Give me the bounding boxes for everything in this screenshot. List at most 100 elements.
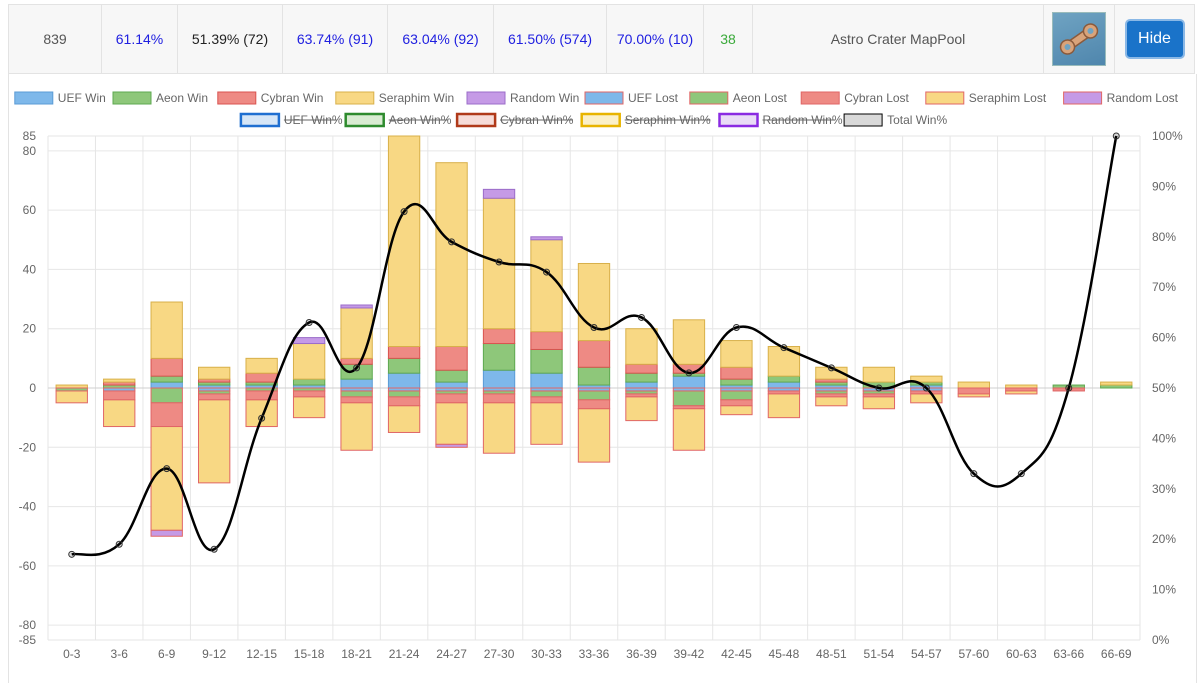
total-winrate-cell: 70.00% (10)	[606, 4, 704, 74]
bar-win-segment	[245, 372, 278, 383]
x-axis-tick-label: 15-18	[294, 647, 325, 661]
x-axis-tick-label: 60-63	[1006, 647, 1037, 661]
bar-win-segment	[720, 378, 753, 386]
y-axis-tick-label: -60	[19, 559, 37, 573]
bar-lost-segment	[387, 396, 421, 407]
bar-lost-segment	[150, 402, 183, 428]
map-thumbnail-cell	[1043, 4, 1115, 74]
x-axis-tick-label: 45-48	[769, 647, 800, 661]
y-axis-tick-label: 0	[29, 381, 36, 395]
games-count-cell: 839	[8, 4, 102, 74]
uef-winrate-cell: 61.14%	[101, 4, 178, 74]
bar-lost-segment	[435, 443, 468, 448]
bar-win-segment	[1100, 381, 1133, 386]
bar-lost-segment	[198, 393, 231, 401]
x-axis-tick-label: 9-12	[202, 647, 226, 661]
bar-win-segment	[387, 357, 421, 374]
hide-button[interactable]: Hide	[1124, 19, 1185, 59]
total-winpct-point	[780, 344, 788, 352]
y-axis-tick-label: -20	[19, 440, 37, 454]
legend-item-label: Seraphim Lost	[969, 91, 1047, 105]
legend-swatch	[925, 91, 965, 105]
y-axis-tick-label: 85	[23, 129, 37, 143]
legend-swatch	[580, 112, 621, 128]
x-axis-tick-label: 18-21	[341, 647, 372, 661]
random-winrate-cell: 61.50% (574)	[493, 4, 607, 74]
seraphim-winrate-cell: 63.04% (92)	[387, 4, 494, 74]
total-winpct-point	[1017, 470, 1025, 478]
bar-win-segment	[767, 381, 801, 389]
total-winpct-point	[543, 268, 551, 276]
bar-win-segment	[150, 301, 183, 359]
y-axis-tick-label: -85	[19, 633, 37, 647]
bar-lost-segment	[340, 396, 373, 404]
bar-win-segment	[387, 372, 421, 389]
map-thumbnail-icon[interactable]	[1052, 12, 1106, 66]
legend-item-label: Aeon Win	[156, 91, 208, 105]
y2-axis-tick-label: 70%	[1152, 280, 1176, 294]
bar-lost-segment	[577, 399, 611, 410]
bar-lost-segment	[435, 402, 468, 445]
legend-item-label: UEF Lost	[628, 91, 679, 105]
x-axis-tick-label: 0-3	[63, 647, 81, 661]
total-winpct-point	[732, 324, 740, 332]
x-axis-tick-label: 24-27	[436, 647, 467, 661]
bar-win-segment	[672, 319, 706, 365]
legend-swatch	[800, 91, 840, 105]
cybran-winrate-cell: 63.74% (91)	[282, 4, 388, 74]
bar-lost-segment	[530, 402, 563, 445]
bar-lost-segment	[1005, 390, 1038, 395]
y2-axis-tick-label: 20%	[1152, 532, 1176, 546]
y-axis-tick-label: 60	[23, 203, 37, 217]
y2-axis-tick-label: 80%	[1152, 230, 1176, 244]
bar-win-segment	[767, 375, 801, 383]
bar-win-segment	[482, 188, 516, 199]
legend-item-label: UEF Win	[58, 91, 106, 105]
bar-lost-segment	[720, 390, 753, 401]
bar-lost-segment	[530, 396, 563, 404]
bar-lost-segment	[150, 529, 183, 537]
bar-lost-segment	[387, 390, 421, 398]
bar-win-segment	[292, 378, 326, 386]
bar-lost-segment	[387, 405, 421, 433]
bar-lost-segment	[815, 396, 848, 407]
x-axis-tick-label: 63-66	[1053, 647, 1084, 661]
aeon-winrate-cell: 51.39% (72)	[177, 4, 283, 74]
bar-lost-segment	[103, 399, 136, 428]
bar-win-segment	[530, 236, 563, 241]
total-winpct-point	[637, 313, 645, 321]
y-axis-tick-label: -80	[19, 618, 37, 632]
total-winpct-point	[922, 384, 930, 392]
bar-lost-segment	[767, 393, 801, 419]
x-axis-tick-label: 27-30	[484, 647, 515, 661]
bar-lost-segment	[482, 393, 516, 404]
bar-lost-segment	[482, 402, 516, 454]
bar-win-segment	[435, 345, 468, 371]
total-winpct-point	[685, 369, 693, 377]
bar-win-segment	[198, 366, 231, 380]
x-axis-tick-label: 51-54	[864, 647, 895, 661]
bar-win-segment	[150, 375, 183, 383]
total-winpct-point	[448, 238, 456, 246]
y-axis-tick-label: 40	[23, 262, 37, 276]
total-winpct-point	[1112, 132, 1120, 140]
bar-win-segment	[150, 357, 183, 377]
y2-axis-tick-label: 0%	[1152, 633, 1170, 647]
bar-win-segment	[530, 331, 563, 350]
x-axis-tick-label: 39-42	[674, 647, 705, 661]
bar-lost-segment	[530, 390, 563, 398]
chart-panel	[8, 74, 1197, 683]
bar-win-segment	[577, 262, 611, 342]
bar-win-segment	[862, 366, 896, 383]
bar-win-segment	[340, 304, 373, 309]
y2-axis-tick-label: 40%	[1152, 431, 1176, 445]
bar-win-segment	[435, 381, 468, 389]
bar-win-segment	[340, 307, 373, 359]
x-axis-tick-label: 57-60	[958, 647, 989, 661]
bar-lost-segment	[55, 390, 88, 404]
bar-win-segment	[482, 328, 516, 345]
bar-lost-segment	[198, 399, 231, 484]
x-axis-tick-label: 6-9	[158, 647, 176, 661]
bar-win-segment	[672, 375, 706, 389]
bar-lost-segment	[340, 390, 373, 398]
